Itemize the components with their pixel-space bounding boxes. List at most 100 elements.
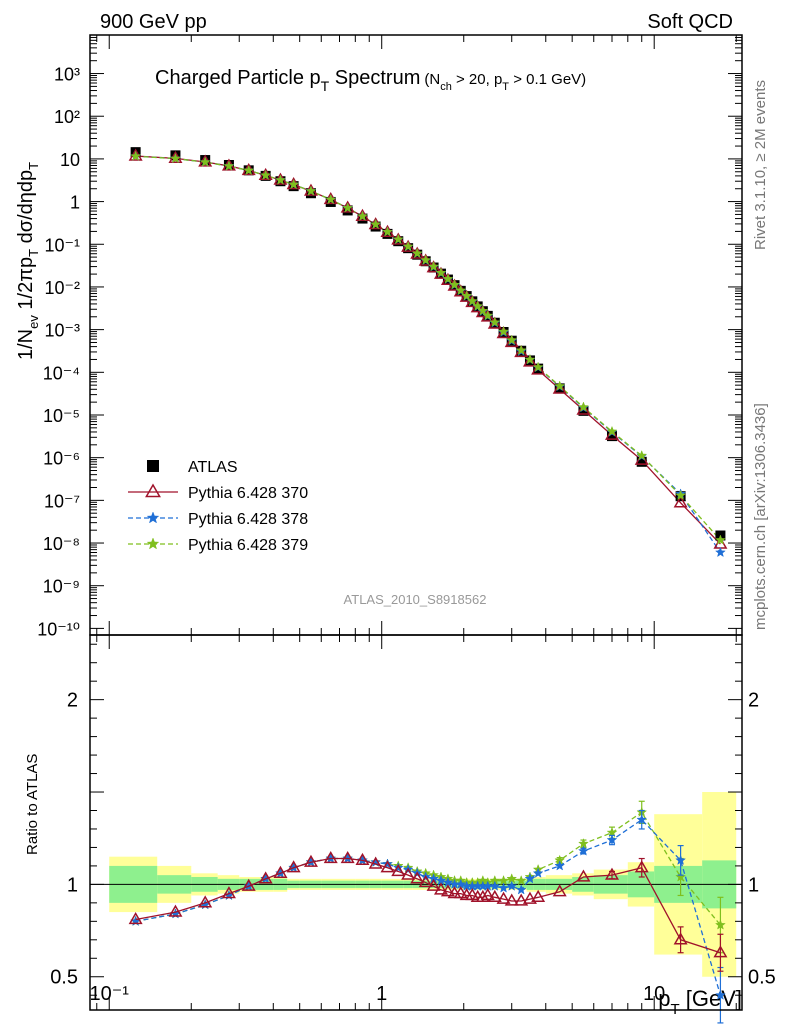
marker-triangle bbox=[673, 932, 688, 945]
marker-star bbox=[515, 874, 527, 886]
header-right: Soft QCD bbox=[647, 11, 733, 33]
marker-triangle bbox=[258, 871, 273, 884]
top-y-tick-label: 10³ bbox=[54, 65, 80, 85]
marker-triangle bbox=[504, 893, 519, 906]
marker-star bbox=[260, 169, 272, 180]
marker-star bbox=[675, 489, 687, 501]
marker-triangle bbox=[552, 381, 567, 394]
top-y-tick-label: 10⁻² bbox=[44, 278, 80, 298]
legend-label: Pythia 6.428 379 bbox=[188, 537, 308, 554]
ratio-y-tick-label: 1 bbox=[67, 874, 78, 896]
marker-triangle bbox=[391, 863, 406, 877]
marker-star bbox=[489, 316, 501, 327]
top-y-tick-label: 10⁻³ bbox=[44, 321, 80, 341]
marker-triangle bbox=[522, 891, 537, 904]
marker-star bbox=[275, 174, 286, 185]
top-y-tick-label: 10 bbox=[60, 150, 80, 170]
top-y-tick-label: 10⁻⁵ bbox=[43, 406, 80, 426]
marker-star bbox=[578, 845, 589, 856]
marker-star bbox=[515, 884, 527, 895]
marker-triangle bbox=[273, 865, 288, 878]
x-axis-label: pT [GeV] bbox=[658, 986, 742, 1018]
marker-triangle bbox=[480, 887, 495, 901]
marker-triangle bbox=[713, 945, 728, 958]
marker-star bbox=[489, 880, 501, 891]
data-point bbox=[636, 456, 647, 467]
top-y-tick-label: 10⁻⁹ bbox=[43, 577, 80, 597]
marker-star bbox=[498, 882, 509, 893]
marker-star bbox=[199, 156, 211, 167]
marker-star bbox=[392, 862, 404, 873]
header-left: 900 GeV pp bbox=[100, 11, 207, 33]
marker-star bbox=[382, 226, 393, 237]
marker-star bbox=[146, 537, 160, 550]
marker-star bbox=[243, 164, 255, 176]
marker-triangle bbox=[552, 884, 567, 897]
top-y-tick-label: 10² bbox=[54, 107, 80, 127]
marker-star bbox=[532, 867, 544, 878]
marker-triangle bbox=[286, 860, 301, 873]
marker-star bbox=[482, 309, 494, 321]
marker-triangle bbox=[303, 854, 318, 867]
marker-triangle bbox=[323, 851, 338, 864]
marker-star bbox=[636, 449, 648, 461]
marker-star bbox=[554, 860, 566, 871]
marker-star bbox=[636, 814, 648, 825]
top-y-axis-label: 1/Nev 1/2πpT dσ/dηdpT bbox=[15, 162, 41, 360]
marker-triangle bbox=[673, 495, 688, 508]
legend: ATLAS Pythia 6.428 370 Pythia 6.428 378 Pyt… bbox=[128, 459, 308, 554]
legend-label-atlas: ATLAS bbox=[188, 459, 238, 476]
marker-triangle bbox=[401, 867, 416, 880]
top-y-tick-label: 1 bbox=[70, 193, 80, 213]
marker-triangle bbox=[145, 483, 161, 498]
marker-star bbox=[461, 290, 473, 301]
ratio-y-tick-label: 0.5 bbox=[50, 967, 78, 989]
top-y-tick-label: 10⁻⁴ bbox=[43, 363, 80, 383]
ratio-y-axis-label: Ratio to ATLAS bbox=[24, 754, 41, 855]
ratio-y-tick-label: 2 bbox=[67, 690, 78, 712]
ratio-panel-frame bbox=[89, 634, 743, 1011]
data-point bbox=[578, 405, 589, 416]
marker-star bbox=[714, 546, 726, 558]
top-series-line bbox=[135, 155, 721, 541]
marker-triangle bbox=[355, 852, 370, 866]
marker-star bbox=[288, 178, 300, 190]
top-y-tick-label: 10⁻⁸ bbox=[43, 534, 80, 554]
marker-star bbox=[498, 325, 509, 337]
marker-triangle bbox=[380, 860, 395, 873]
data-point bbox=[606, 431, 617, 442]
marker-triangle bbox=[487, 889, 502, 902]
marker-star bbox=[455, 284, 467, 296]
x-tick-label: 1 bbox=[376, 983, 387, 1005]
marker-star bbox=[506, 880, 518, 891]
top-y-tick-label: 10⁻¹ bbox=[44, 235, 80, 255]
marker-star bbox=[170, 152, 181, 164]
marker-star bbox=[449, 279, 460, 290]
marker-triangle bbox=[604, 427, 619, 440]
x-tick-label: 10⁻¹ bbox=[89, 983, 129, 1005]
marker-triangle bbox=[475, 889, 490, 902]
marker-star bbox=[532, 361, 544, 372]
marker-triangle bbox=[426, 878, 441, 891]
marker-star bbox=[578, 401, 589, 412]
marker-star bbox=[472, 300, 484, 311]
marker-triangle bbox=[514, 893, 529, 906]
marker-triangle bbox=[576, 402, 591, 415]
marker-triangle bbox=[340, 851, 355, 864]
marker-star bbox=[606, 425, 618, 437]
marker-triangle bbox=[504, 334, 519, 348]
marker-star bbox=[554, 380, 566, 391]
marker-triangle bbox=[576, 869, 591, 882]
marker-star bbox=[130, 150, 142, 161]
marker-star bbox=[428, 260, 440, 272]
ratio-y-tick-label-right: 0.5 bbox=[748, 967, 776, 989]
marker-triangle bbox=[522, 354, 537, 367]
marker-star bbox=[402, 240, 414, 252]
marker-star bbox=[370, 218, 382, 230]
marker-star bbox=[420, 254, 432, 265]
marker-triangle bbox=[433, 882, 448, 895]
top-panel-plot bbox=[128, 147, 728, 558]
ratio-panel-plot bbox=[90, 800, 742, 1024]
marker-triangle bbox=[634, 860, 649, 873]
